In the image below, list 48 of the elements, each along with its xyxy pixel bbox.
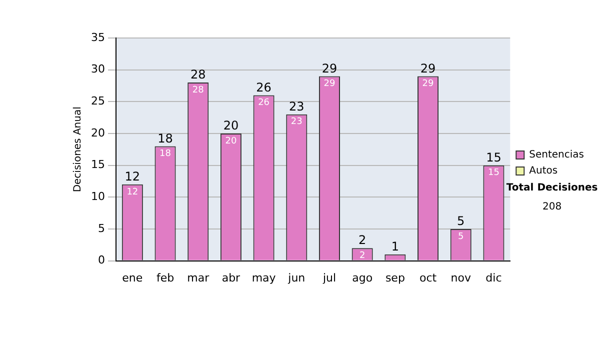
data-label: 5 <box>457 214 465 228</box>
y-tick-label: 35 <box>90 30 105 44</box>
data-label: 23 <box>289 100 304 114</box>
data-label: 26 <box>256 80 272 94</box>
y-tick-label: 10 <box>90 190 105 203</box>
data-label: 12 <box>124 170 140 184</box>
y-tick-label: 0 <box>98 254 105 267</box>
y-tick-label: 20 <box>90 126 105 140</box>
annotation: 2 <box>359 250 366 261</box>
legend-label: Autos <box>529 166 558 177</box>
annotation: Total Decisiones <box>506 182 598 194</box>
annotation: 12 <box>126 187 138 198</box>
text: 208 <box>542 202 562 213</box>
data-label: 29 <box>420 61 436 76</box>
annotation: 28 <box>192 85 204 96</box>
x-tick-label: sep <box>385 271 405 284</box>
data-label: 20 <box>223 118 239 133</box>
x-tick-label: mar <box>187 271 210 284</box>
x-tick-label: abr <box>222 271 241 284</box>
data-label: 1 <box>391 240 399 254</box>
annotation: 20 <box>225 136 237 146</box>
data-label: 18 <box>158 131 173 146</box>
data-label: 15 <box>486 150 502 164</box>
annotation: 5 <box>458 232 464 242</box>
y-tick-label: 25 <box>90 94 105 108</box>
x-tick-label: oct <box>419 271 438 284</box>
data-label: 2 <box>358 233 366 248</box>
annotation: 15 <box>488 168 500 178</box>
x-tick-label: nov <box>450 271 472 284</box>
annotation: 29 <box>324 79 336 90</box>
annotation: 29 <box>422 79 434 90</box>
x-tick-label: dic <box>486 271 502 284</box>
y-tick-label: 30 <box>90 62 105 76</box>
x-tick-label: jul <box>322 271 336 284</box>
x-tick-label: may <box>252 271 276 284</box>
data-label: 28 <box>190 68 206 82</box>
data-label: 29 <box>322 61 338 76</box>
annotation: 26 <box>258 98 270 108</box>
x-tick-label: feb <box>156 271 174 284</box>
x-tick-label: jun <box>287 271 306 284</box>
y-tick-label: 15 <box>90 158 105 172</box>
x-tick-label: ene <box>122 271 143 284</box>
y-axis-title: Decisiones Anual <box>72 106 84 192</box>
annotation: 23 <box>290 117 302 128</box>
legend-label: Sentencias <box>529 150 584 161</box>
x-tick-label: ago <box>352 271 373 284</box>
y-tick-label: 5 <box>98 222 105 235</box>
annotation: 18 <box>160 149 172 160</box>
